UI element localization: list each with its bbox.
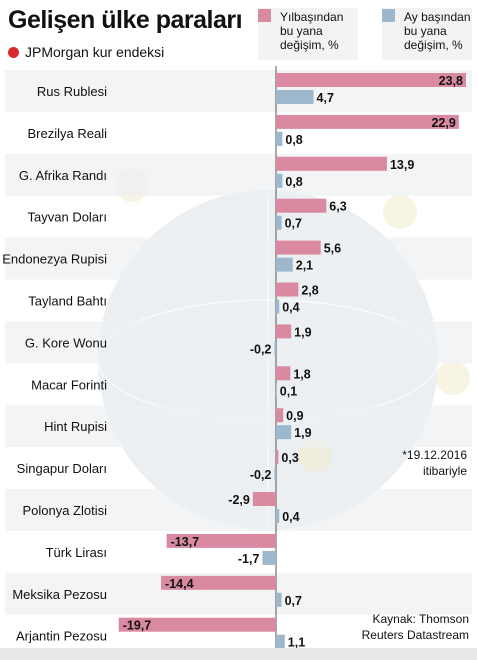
row-band <box>5 405 472 448</box>
row-band <box>5 237 472 280</box>
chart-subtitle: JPMorgan kur endeksi <box>8 44 164 60</box>
value-label-mtd: 0,7 <box>285 594 302 608</box>
category-label: Macar Forinti <box>31 377 107 392</box>
bar-mtd <box>276 131 283 146</box>
value-label-ytd: 1,8 <box>293 367 310 381</box>
bar-ytd <box>166 533 276 548</box>
source-note-line: Reuters Datastream <box>361 628 469 642</box>
bar-ytd <box>276 198 327 213</box>
value-label-mtd: -1,7 <box>238 552 260 566</box>
value-label-mtd: 0,1 <box>280 384 297 398</box>
row-band <box>5 153 472 196</box>
value-label-ytd: 1,9 <box>294 325 311 339</box>
legend-label-mtd: Ay başından bu yana değişim, % <box>404 10 471 52</box>
bar-ytd <box>276 366 291 381</box>
category-label: Brezilya Reali <box>28 126 108 141</box>
value-label-ytd: 5,6 <box>324 242 341 256</box>
category-label: Endonezya Rupisi <box>2 252 107 267</box>
value-label-ytd: 2,8 <box>301 284 318 298</box>
bar-ytd <box>276 450 279 465</box>
category-label: Tayvan Doları <box>28 210 107 225</box>
value-label-ytd: 23,8 <box>439 74 463 88</box>
bar-ytd <box>276 156 387 171</box>
bar-mtd <box>276 215 282 230</box>
legend-swatch-ytd <box>258 9 271 22</box>
value-label-ytd: -14,4 <box>165 577 194 591</box>
value-label-mtd: 0,8 <box>285 175 302 189</box>
footnote-line: itibariyle <box>422 464 467 478</box>
chart-title: Gelişen ülke paraları <box>8 6 243 34</box>
category-label: Meksika Pezosu <box>12 587 107 602</box>
bar-mtd <box>262 550 276 565</box>
category-label: G. Afrika Randı <box>19 168 107 183</box>
bar-mtd <box>276 173 283 188</box>
bar-mtd <box>276 257 293 272</box>
coin-icon <box>383 195 417 229</box>
bar-ytd <box>252 492 276 506</box>
subtitle-text: JPMorgan kur endeksi <box>25 44 165 60</box>
value-label-mtd: 4,7 <box>317 91 334 105</box>
value-label-mtd: 0,7 <box>285 217 302 231</box>
bar-mtd <box>276 509 280 523</box>
value-label-mtd: 1,1 <box>288 636 305 648</box>
category-label: Rus Rublesi <box>37 84 107 99</box>
bar-ytd <box>276 282 299 297</box>
bar-mtd <box>274 341 276 356</box>
footnote-line: *19.12.2016 <box>402 448 467 462</box>
value-label-mtd: 0,8 <box>285 133 302 147</box>
value-label-mtd: 1,9 <box>294 426 311 440</box>
value-label-ytd: 0,3 <box>281 451 298 465</box>
bar-mtd <box>276 299 280 314</box>
bar-ytd <box>276 324 292 339</box>
category-label: Arjantin Pezosu <box>16 629 107 644</box>
bar-mtd <box>276 592 282 607</box>
category-label: Polonya Zlotisi <box>22 503 107 518</box>
bar-ytd <box>118 617 276 632</box>
value-label-ytd: 13,9 <box>390 158 414 172</box>
value-label-mtd: 2,1 <box>296 259 313 273</box>
value-label-mtd: -0,2 <box>250 342 272 356</box>
bar-ytd <box>276 73 466 87</box>
value-label-ytd: -13,7 <box>171 535 200 549</box>
source-note-line: Kaynak: Thomson <box>372 612 470 626</box>
value-label-ytd: 0,9 <box>286 409 303 423</box>
coin-icon <box>436 361 470 395</box>
row-band <box>5 321 472 364</box>
value-label-ytd: 6,3 <box>329 200 346 214</box>
value-label-ytd: -19,7 <box>123 619 152 633</box>
bar-ytd <box>276 114 459 129</box>
bar-mtd <box>276 425 292 440</box>
legend-label-ytd: Yılbaşından bu yana değişim, % <box>280 10 344 52</box>
row-band <box>5 489 472 531</box>
footnote: *19.12.2016 itibariyle <box>402 447 467 479</box>
bar-ytd <box>276 408 284 423</box>
bar-mtd <box>276 90 314 104</box>
bottom-strip <box>0 648 477 660</box>
red-dot-icon <box>8 46 19 58</box>
bar-ytd <box>276 240 321 255</box>
value-label-ytd: -2,9 <box>228 493 250 507</box>
bar-mtd <box>274 467 276 482</box>
category-label: Türk Lirası <box>46 545 107 560</box>
bar-mtd <box>276 383 277 398</box>
category-label: Tayland Bahtı <box>28 293 107 308</box>
value-label-mtd: -0,2 <box>250 468 272 482</box>
source-note: Kaynak: Thomson Reuters Datastream <box>362 611 469 643</box>
category-label: Hint Rupisi <box>44 419 107 434</box>
legend-item-mtd: Ay başından bu yana değişim, % <box>382 8 472 60</box>
bar-mtd <box>276 634 285 648</box>
bar-ytd <box>161 575 276 590</box>
category-label: G. Kore Wonu <box>25 335 107 350</box>
legend-swatch-mtd <box>382 9 395 22</box>
legend-item-ytd: Yılbaşından bu yana değişim, % <box>258 8 358 60</box>
value-label-ytd: 22,9 <box>431 116 455 130</box>
value-label-mtd: 0,4 <box>282 510 299 524</box>
value-label-mtd: 0,4 <box>282 301 299 315</box>
category-label: Singapur Doları <box>17 461 107 476</box>
